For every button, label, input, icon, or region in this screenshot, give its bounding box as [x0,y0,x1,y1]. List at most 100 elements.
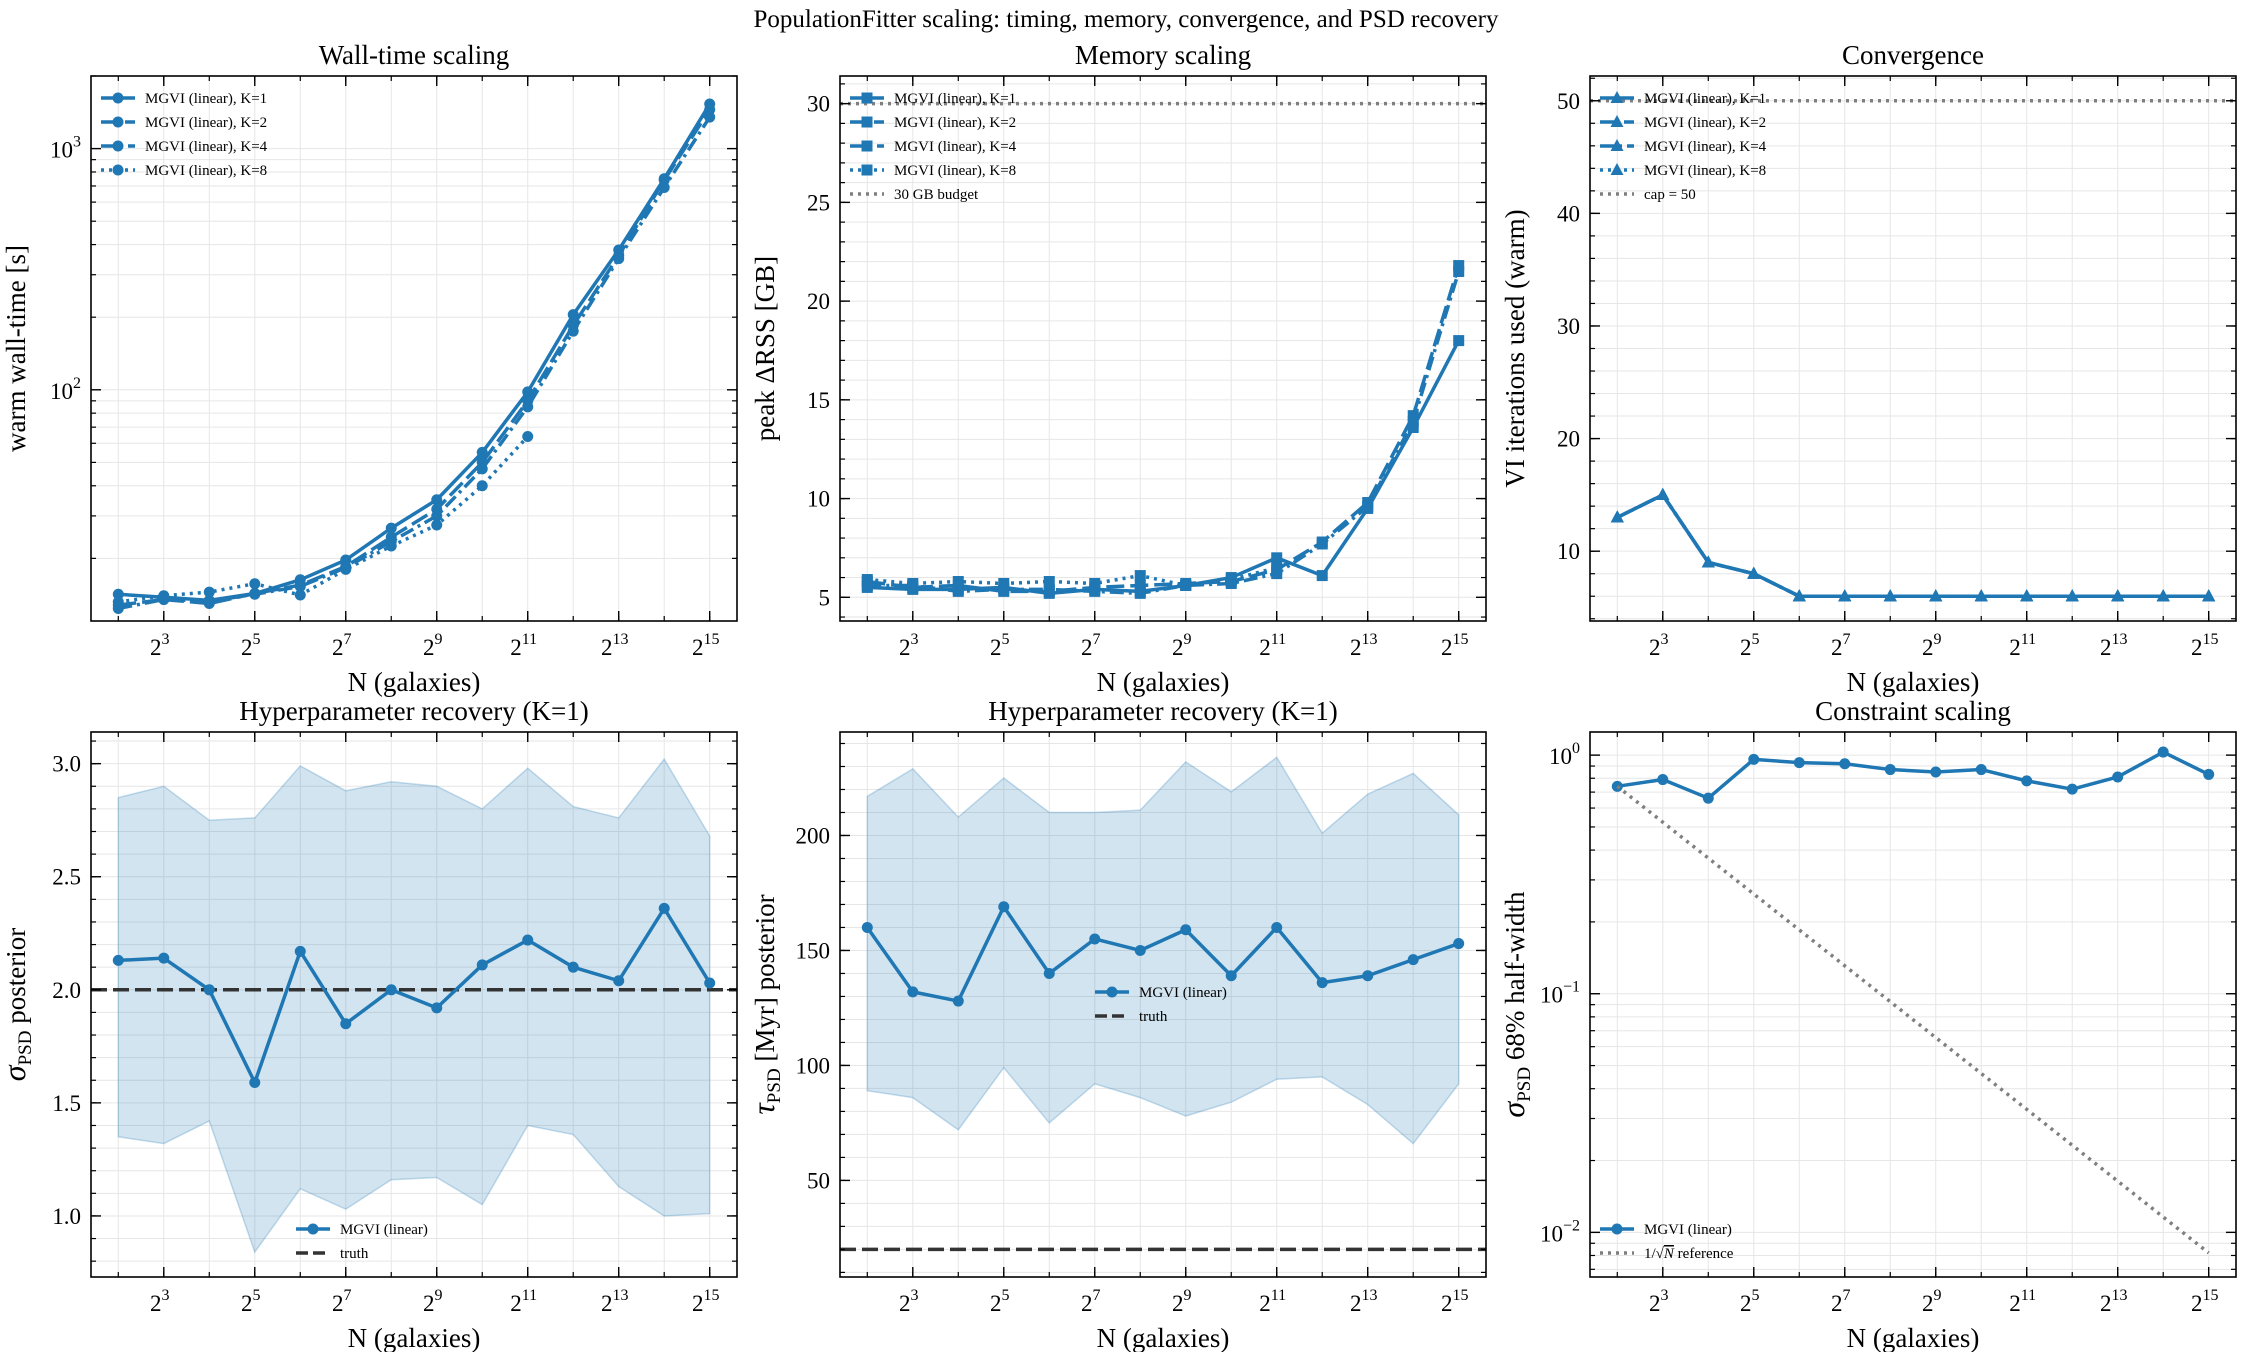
data-point [522,401,534,413]
data-point [1134,944,1146,956]
legend-label: MGVI (linear), K=2 [1644,115,1766,131]
y-tick-label: 15 [807,388,830,413]
data-point [340,563,352,575]
series-line [1616,784,2210,1255]
legend-marker [861,140,873,152]
legend-label: MGVI (linear), K=4 [1644,139,1767,155]
panel-title: Constraint scaling [1815,696,2011,726]
data-point [1884,764,1896,776]
data-point [294,945,306,957]
y-tick-label: 50 [807,1168,830,1193]
legend-entry: MGVI (linear), K=2 [1600,115,1766,131]
y-tick-label: 10−2 [1540,1217,1580,1246]
data-point [1701,555,1715,568]
data-point [2111,589,2125,602]
legend-label: MGVI (linear), K=2 [145,115,267,131]
data-point [1271,552,1283,564]
legend-label: cap = 50 [1644,187,1696,203]
y-tick-label: 30 [807,92,830,117]
legend-marker [1106,986,1118,998]
data-point [952,585,964,597]
data-point [1180,924,1192,936]
chart-panel-tau: 23 25 27 29 211 213 215 50 100 150 200 Hyperparamet… [745,696,1487,1352]
x-tick-label: 29 [423,1287,443,1316]
data-point [658,902,670,914]
series-line [1617,750,2210,800]
data-point [1610,510,1624,523]
x-tick-label: 211 [2009,1287,2036,1316]
legend-entry: MGVI (linear) [1600,1222,1732,1238]
y-tick-label: 20 [1557,427,1580,452]
data-point [249,578,261,590]
axes-frame [839,75,1487,622]
legend-entry: 30 GB budget [850,187,979,203]
y-tick-label: 10−1 [1540,979,1580,1008]
legend-marker [1610,115,1624,127]
data-point [861,579,873,591]
panel-title: Convergence [1842,40,1984,70]
data-point [1929,589,1943,602]
data-point [861,574,873,586]
data-point [2202,589,2216,602]
legend-entry: MGVI (linear), K=4 [101,139,268,155]
data-point [431,510,443,522]
data-point [1225,970,1237,982]
data-point [158,952,170,964]
y-axis-label: peak ΔRSS [GB] [750,256,780,441]
legend-marker [1610,163,1624,175]
data-point [1748,753,1760,765]
plot-area [840,101,1486,599]
x-tick-label: 27 [332,631,352,660]
legend-entry: 1/√N reference [1600,1246,1734,1262]
data-point [203,586,215,598]
data-point [1271,562,1283,574]
legend-entry: truth [1095,1009,1168,1025]
data-point [203,984,215,996]
chart-panel-walltime: 23 25 27 29 211 213 215 102 103 Wall-time scaling… [1,40,738,697]
legend-entry: MGVI (linear), K=1 [1600,91,1766,107]
data-point [998,901,1010,913]
legend-entry: MGVI (linear) [1095,985,1227,1001]
series-line [1616,493,2209,598]
x-tick-label: 215 [1441,631,1469,660]
y-tick-label: 2.5 [52,865,81,890]
x-tick-label: 29 [1922,631,1942,660]
y-tick-label: 3.0 [52,752,81,777]
data-point [1453,265,1465,277]
legend-marker [112,116,124,128]
data-point [1180,579,1192,591]
x-tick-label: 29 [1172,1287,1192,1316]
y-tick-label: 150 [796,938,831,963]
data-point [476,446,488,458]
data-point [1453,335,1465,347]
data-point [1271,921,1283,933]
axes-frame [90,75,738,622]
data-point [2066,783,2078,795]
data-point [112,954,124,966]
data-point [1316,538,1328,550]
data-point [385,984,397,996]
data-point [1702,792,1714,804]
legend: MGVI (linear), K=1 MGVI (linear), K=2 MGVI… [101,91,268,179]
data-point [907,577,919,589]
confidence-band [117,757,711,1254]
y-tick-label: 102 [50,375,81,404]
x-tick-label: 27 [1831,631,1851,660]
x-axis-label: N (galaxies) [348,1323,481,1352]
y-tick-label: 1.5 [52,1091,81,1116]
data-point [385,522,397,534]
data-point [249,1077,261,1089]
series-line [118,906,712,1085]
x-tick-label: 25 [990,1287,1010,1316]
series-line [118,435,530,604]
series-line [1616,493,2209,598]
data-point [522,934,534,946]
data-point [1043,967,1055,979]
data-point [112,596,124,608]
x-axis-label: N (galaxies) [1847,667,1980,697]
figure-suptitle: PopulationFitter scaling: timing, memory… [754,6,1499,33]
legend-entry: truth [296,1246,369,1262]
legend-marker [861,92,873,104]
legend-entry: MGVI (linear), K=2 [101,115,267,131]
